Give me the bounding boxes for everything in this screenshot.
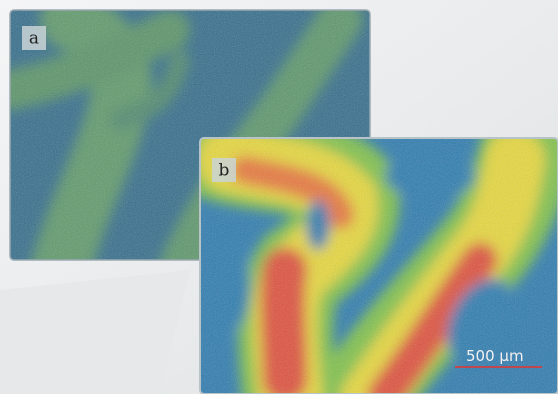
figure: a b 500 μm: [0, 0, 558, 394]
scale-bar-label: 500 μm: [466, 347, 524, 365]
panel-label: b: [219, 161, 230, 181]
panel-label: a: [29, 29, 39, 49]
panel-b: b 500 μm: [200, 138, 558, 394]
page: a b 500 μm (() => { const data = JSON.pa…: [0, 0, 558, 394]
background-panel: [0, 270, 190, 394]
